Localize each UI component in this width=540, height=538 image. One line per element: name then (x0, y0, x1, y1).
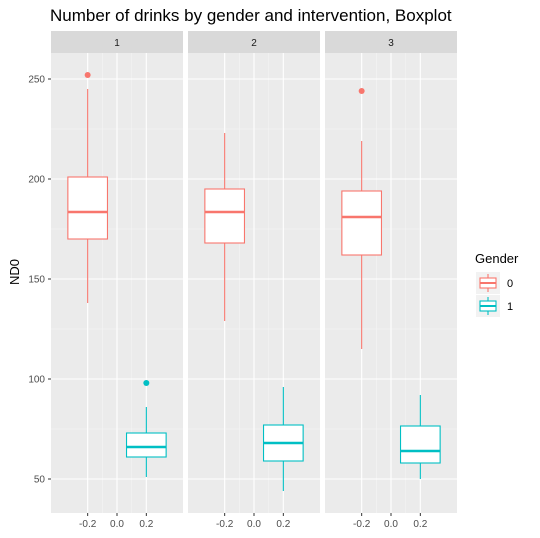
y-tick-label: 250 (28, 75, 45, 86)
box-iqr (341, 190, 383, 256)
x-tick-label: -0.2 (79, 519, 97, 530)
facet-panel-2: 2 -0.2 0.0 0.2 (188, 31, 320, 530)
facet-panels: 1 -0.2 0.0 0.2 2 -0.2 0.0 0.2 3 -0.2 0.0 0.2 (51, 31, 457, 530)
box-group-0 (341, 88, 383, 349)
x-tick-label: -0.2 (216, 519, 234, 530)
box-iqr (399, 425, 441, 464)
legend-label: 0 (507, 278, 513, 290)
outlier-point (84, 72, 91, 78)
facet-strip (188, 31, 320, 53)
x-tick-label: 0.0 (384, 519, 398, 530)
facet-strip-label: 1 (114, 38, 120, 49)
x-tick-label: 0.2 (413, 519, 427, 530)
legend-key-1 (476, 295, 500, 317)
facet-panel-1: 1 -0.2 0.0 0.2 (51, 31, 183, 530)
legend-key-0 (476, 272, 500, 294)
legend: Gender 0 1 (475, 251, 519, 317)
facet-strip (325, 31, 457, 53)
outlier-point (358, 88, 365, 94)
box-iqr (67, 176, 109, 240)
y-tick-label: 50 (34, 475, 46, 486)
x-tick-label: 0.0 (110, 519, 124, 530)
x-tick-label: 0.0 (247, 519, 261, 530)
chart-title: Number of drinks by gender and intervent… (50, 6, 452, 25)
y-tick-label: 150 (28, 275, 45, 286)
box-group-1 (125, 380, 167, 477)
box-iqr (125, 432, 167, 458)
box-group-1 (262, 387, 304, 491)
facet-strip-label: 2 (251, 38, 257, 49)
x-tick-label: -0.2 (353, 519, 371, 530)
box-iqr (204, 188, 246, 244)
outlier-point (143, 380, 150, 386)
legend-label: 1 (507, 301, 513, 313)
box-group-0 (204, 133, 246, 321)
box-group-0 (67, 72, 109, 303)
facet-strip-label: 3 (388, 38, 394, 49)
y-tick-label: 200 (28, 175, 45, 186)
facet-panel-3: 3 -0.2 0.0 0.2 (325, 31, 457, 530)
legend-title: Gender (475, 251, 519, 266)
y-tick-label: 100 (28, 375, 45, 386)
x-tick-label: 0.2 (276, 519, 290, 530)
facet-strip (51, 31, 183, 53)
y-axis: 50 100 150 200 250 (28, 75, 51, 486)
box-group-1 (399, 395, 441, 479)
y-axis-title: ND0 (7, 259, 22, 285)
x-tick-label: 0.2 (139, 519, 153, 530)
